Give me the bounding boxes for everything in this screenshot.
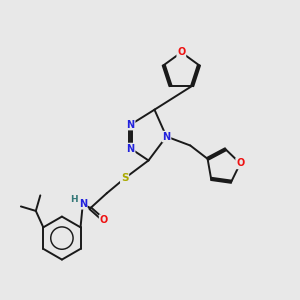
Text: H: H xyxy=(70,195,78,204)
Text: N: N xyxy=(79,199,87,209)
Text: S: S xyxy=(121,173,128,183)
Text: O: O xyxy=(100,215,108,225)
Text: N: N xyxy=(162,132,170,142)
Text: O: O xyxy=(177,47,185,57)
Text: N: N xyxy=(127,143,135,154)
Text: N: N xyxy=(127,120,135,130)
Text: O: O xyxy=(236,158,244,168)
